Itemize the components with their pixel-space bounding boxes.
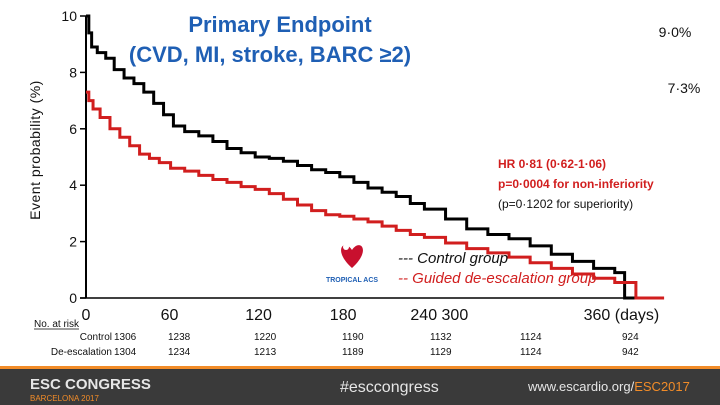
risk-value: 1213 xyxy=(254,347,277,358)
logo-figure-icon xyxy=(343,244,349,250)
footer-hashtag: #esccongress xyxy=(340,379,439,396)
x-tick-label: 120 xyxy=(245,307,272,324)
logo-text: TROPICAL ACS xyxy=(326,277,378,284)
x-tick-label: 60 xyxy=(161,307,179,324)
risk-value: 1238 xyxy=(168,332,191,343)
x-tick-label: 180 xyxy=(330,307,357,324)
risk-value: 1234 xyxy=(168,347,191,358)
chart-subtitle: (CVD, MI, stroke, BARC ≥2) xyxy=(129,42,411,67)
chart-title: Primary Endpoint xyxy=(188,12,372,37)
guided-series-line xyxy=(86,90,665,300)
tropical-acs-logo: TROPICAL ACS xyxy=(326,244,378,284)
footer-city: BARCELONA 2017 xyxy=(30,394,99,403)
y-tick-label: 8 xyxy=(69,64,77,80)
y-tick-label: 0 xyxy=(69,290,77,306)
legend-control: --- Control group xyxy=(398,250,508,267)
risk-value: 1129 xyxy=(430,347,452,358)
heart-icon xyxy=(341,245,363,268)
risk-value: 1306 xyxy=(114,332,137,343)
y-axis-label: Event probability (%) xyxy=(27,80,43,220)
footer-congress: ESC CONGRESS xyxy=(30,376,151,393)
risk-row-label-deescalation: De-escalation xyxy=(51,347,112,358)
control-series-line xyxy=(86,14,643,300)
risk-value: 1220 xyxy=(254,332,277,343)
risk-value: 924 xyxy=(622,332,639,343)
y-tick-labels: 0 2 4 6 8 10 xyxy=(61,8,86,306)
x-tick-label: 240 300 xyxy=(410,307,468,324)
hr-annotation-line2: p=0·0004 for non-inferiority xyxy=(498,177,654,191)
risk-value: 1132 xyxy=(430,332,452,343)
hr-annotation-line3: (p=0·1202 for superiority) xyxy=(498,197,633,211)
risk-value: 1189 xyxy=(342,347,364,358)
y-tick-label: 10 xyxy=(61,8,77,24)
footer-accent-line xyxy=(0,366,720,369)
series-layer xyxy=(86,14,665,300)
risk-value: 1124 xyxy=(520,347,542,358)
legend-guided: -- Guided de-escalation group xyxy=(398,270,596,287)
guided-end-label: 7·3% xyxy=(668,80,701,96)
control-end-label: 9·0% xyxy=(659,24,692,40)
x-tick-labels: 0 60 120 180 240 300 360 (days) xyxy=(82,307,660,324)
risk-row-label-control: Control xyxy=(80,332,112,343)
risk-value: 1304 xyxy=(114,347,137,358)
footer-band xyxy=(0,366,720,405)
risk-values: 1306 1238 1220 1190 1132 1124 924 1304 1234 1213 1… xyxy=(114,332,639,358)
hr-annotation-line1: HR 0·81 (0·62-1·06) xyxy=(498,157,606,171)
footer-url[interactable]: www.escardio.org/ESC2017 xyxy=(527,379,690,394)
x-tick-label: 0 xyxy=(82,307,91,324)
y-tick-label: 2 xyxy=(69,234,77,250)
footer-url-prefix: www.escardio.org/ xyxy=(527,379,635,394)
risk-value: 1124 xyxy=(520,332,542,343)
risk-table-header: No. at risk xyxy=(34,319,80,330)
risk-value: 942 xyxy=(622,347,639,358)
y-tick-label: 4 xyxy=(69,177,77,193)
y-tick-label: 6 xyxy=(69,121,77,137)
footer-url-suffix: ESC2017 xyxy=(634,379,690,394)
x-tick-label: 360 (days) xyxy=(584,307,660,324)
risk-value: 1190 xyxy=(342,332,364,343)
